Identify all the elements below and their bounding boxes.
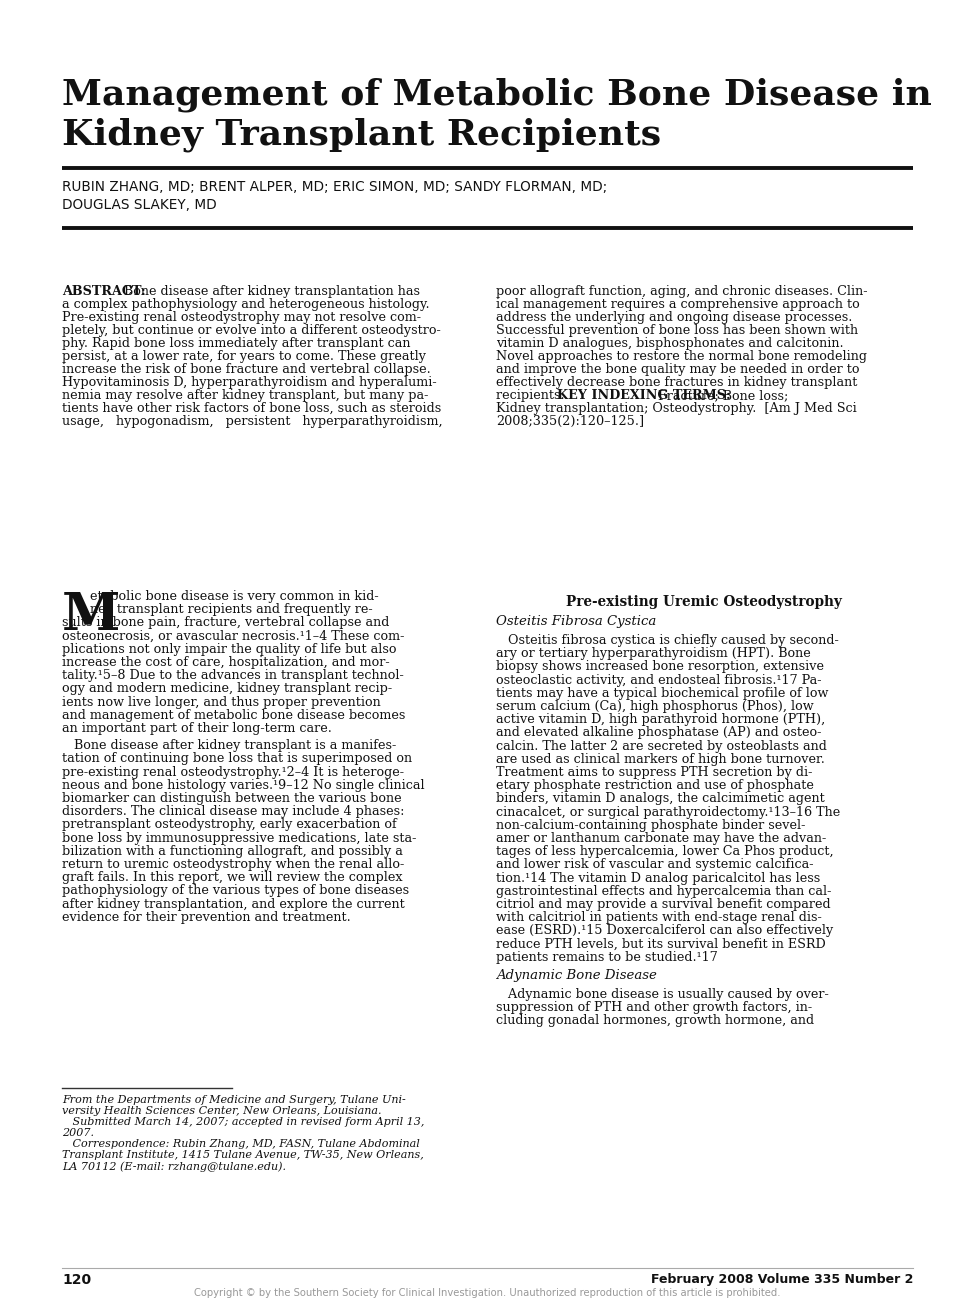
Text: citriol and may provide a survival benefit compared: citriol and may provide a survival benef… xyxy=(496,898,831,911)
Text: etary phosphate restriction and use of phosphate: etary phosphate restriction and use of p… xyxy=(496,779,814,792)
Text: pletely, but continue or evolve into a different osteodystro-: pletely, but continue or evolve into a d… xyxy=(62,324,441,337)
Text: persist, at a lower rate, for years to come. These greatly: persist, at a lower rate, for years to c… xyxy=(62,350,426,363)
Text: pre-existing renal osteodystrophy.¹2–4 It is heteroge-: pre-existing renal osteodystrophy.¹2–4 I… xyxy=(62,766,404,779)
Text: tients may have a typical biochemical profile of low: tients may have a typical biochemical pr… xyxy=(496,686,829,699)
Text: reduce PTH levels, but its survival benefit in ESRD: reduce PTH levels, but its survival bene… xyxy=(496,937,826,950)
Text: ney transplant recipients and frequently re-: ney transplant recipients and frequently… xyxy=(90,603,372,616)
Text: Successful prevention of bone loss has been shown with: Successful prevention of bone loss has b… xyxy=(496,324,858,337)
Text: ary or tertiary hyperparathyroidism (HPT). Bone: ary or tertiary hyperparathyroidism (HPT… xyxy=(496,647,811,660)
Text: active vitamin D, high parathyroid hormone (PTH),: active vitamin D, high parathyroid hormo… xyxy=(496,714,825,726)
Text: Adynamic bone disease is usually caused by over-: Adynamic bone disease is usually caused … xyxy=(496,988,829,1001)
Text: after kidney transplantation, and explore the current: after kidney transplantation, and explor… xyxy=(62,898,405,911)
Text: recipients.: recipients. xyxy=(496,389,568,402)
Text: pathophysiology of the various types of bone diseases: pathophysiology of the various types of … xyxy=(62,885,409,898)
Text: Osteitis fibrosa cystica is chiefly caused by second-: Osteitis fibrosa cystica is chiefly caus… xyxy=(496,634,838,647)
Text: Transplant Institute, 1415 Tulane Avenue, TW-35, New Orleans,: Transplant Institute, 1415 Tulane Avenue… xyxy=(62,1150,424,1160)
Text: increase the risk of bone fracture and vertebral collapse.: increase the risk of bone fracture and v… xyxy=(62,363,431,376)
Text: cinacalcet, or surgical parathyroidectomy.¹13–16 The: cinacalcet, or surgical parathyroidectom… xyxy=(496,805,840,818)
Text: Treatment aims to suppress PTH secretion by di-: Treatment aims to suppress PTH secretion… xyxy=(496,766,812,779)
Text: effectively decrease bone fractures in kidney transplant: effectively decrease bone fractures in k… xyxy=(496,376,857,389)
Text: poor allograft function, aging, and chronic diseases. Clin-: poor allograft function, aging, and chro… xyxy=(496,284,868,298)
Text: address the underlying and ongoing disease processes.: address the underlying and ongoing disea… xyxy=(496,311,852,324)
Text: tion.¹14 The vitamin D analog paricalcitol has less: tion.¹14 The vitamin D analog paricalcit… xyxy=(496,872,820,885)
Text: ease (ESRD).¹15 Doxercalciferol can also effectively: ease (ESRD).¹15 Doxercalciferol can also… xyxy=(496,924,834,937)
Text: ogy and modern medicine, kidney transplant recip-: ogy and modern medicine, kidney transpla… xyxy=(62,683,392,696)
Text: ients now live longer, and thus proper prevention: ients now live longer, and thus proper p… xyxy=(62,696,381,709)
Text: tation of continuing bone loss that is superimposed on: tation of continuing bone loss that is s… xyxy=(62,753,412,766)
Text: graft fails. In this report, we will review the complex: graft fails. In this report, we will rev… xyxy=(62,872,403,885)
Text: calcin. The latter 2 are secreted by osteoblasts and: calcin. The latter 2 are secreted by ost… xyxy=(496,740,827,753)
Text: are used as clinical markers of high bone turnover.: are used as clinical markers of high bon… xyxy=(496,753,825,766)
Text: Copyright © by the Southern Society for Clinical Investigation. Unauthorized rep: Copyright © by the Southern Society for … xyxy=(194,1288,780,1298)
Text: Hypovitaminosis D, hyperparathyroidism and hyperalumi-: Hypovitaminosis D, hyperparathyroidism a… xyxy=(62,376,437,389)
Text: amer or lanthanum carbonate may have the advan-: amer or lanthanum carbonate may have the… xyxy=(496,833,826,846)
Text: bone loss by immunosuppressive medications, late sta-: bone loss by immunosuppressive medicatio… xyxy=(62,831,416,844)
Text: usage,   hypogonadism,   persistent   hyperparathyroidism,: usage, hypogonadism, persistent hyperpar… xyxy=(62,415,443,428)
Text: Kidney Transplant Recipients: Kidney Transplant Recipients xyxy=(62,117,661,153)
Text: gastrointestinal effects and hypercalcemia than cal-: gastrointestinal effects and hypercalcem… xyxy=(496,885,832,898)
Text: Submitted March 14, 2007; accepted in revised form April 13,: Submitted March 14, 2007; accepted in re… xyxy=(62,1117,424,1128)
Text: 2008;335(2):120–125.]: 2008;335(2):120–125.] xyxy=(496,415,644,428)
Text: Bone disease after kidney transplant is a manifes-: Bone disease after kidney transplant is … xyxy=(62,739,396,752)
Text: Correspondence: Rubin Zhang, MD, FASN, Tulane Abdominal: Correspondence: Rubin Zhang, MD, FASN, T… xyxy=(62,1139,420,1148)
Text: tality.¹5–8 Due to the advances in transplant technol-: tality.¹5–8 Due to the advances in trans… xyxy=(62,669,404,683)
Text: biomarker can distinguish between the various bone: biomarker can distinguish between the va… xyxy=(62,792,402,805)
Text: a complex pathophysiology and heterogeneous histology.: a complex pathophysiology and heterogene… xyxy=(62,298,430,311)
Text: phy. Rapid bone loss immediately after transplant can: phy. Rapid bone loss immediately after t… xyxy=(62,337,410,350)
Text: Pre-existing Uremic Osteodystrophy: Pre-existing Uremic Osteodystrophy xyxy=(566,595,842,609)
Text: vitamin D analogues, bisphosphonates and calcitonin.: vitamin D analogues, bisphosphonates and… xyxy=(496,337,843,350)
Text: suppression of PTH and other growth factors, in-: suppression of PTH and other growth fact… xyxy=(496,1001,812,1014)
Text: binders, vitamin D analogs, the calcimimetic agent: binders, vitamin D analogs, the calcimim… xyxy=(496,792,825,805)
Text: versity Health Sciences Center, New Orleans, Louisiana.: versity Health Sciences Center, New Orle… xyxy=(62,1107,381,1116)
Text: patients remains to be studied.¹17: patients remains to be studied.¹17 xyxy=(496,951,718,964)
Text: bilization with a functioning allograft, and possibly a: bilization with a functioning allograft,… xyxy=(62,844,403,857)
Text: plications not only impair the quality of life but also: plications not only impair the quality o… xyxy=(62,643,397,656)
Text: Kidney transplantation; Osteodystrophy.  [Am J Med Sci: Kidney transplantation; Osteodystrophy. … xyxy=(496,402,857,415)
Text: Novel approaches to restore the normal bone remodeling: Novel approaches to restore the normal b… xyxy=(496,350,867,363)
Text: ABSTRACT:: ABSTRACT: xyxy=(62,284,145,298)
Text: etabolic bone disease is very common in kid-: etabolic bone disease is very common in … xyxy=(90,590,378,603)
Text: non-calcium-containing phosphate binder sevel-: non-calcium-containing phosphate binder … xyxy=(496,818,805,831)
Text: osteoclastic activity, and endosteal fibrosis.¹17 Pa-: osteoclastic activity, and endosteal fib… xyxy=(496,673,822,686)
Text: neous and bone histology varies.¹9–12 No single clinical: neous and bone histology varies.¹9–12 No… xyxy=(62,779,425,792)
Text: From the Departments of Medicine and Surgery, Tulane Uni-: From the Departments of Medicine and Sur… xyxy=(62,1095,406,1105)
Text: February 2008 Volume 335 Number 2: February 2008 Volume 335 Number 2 xyxy=(650,1272,913,1285)
Text: cluding gonadal hormones, growth hormone, and: cluding gonadal hormones, growth hormone… xyxy=(496,1014,814,1027)
Text: 120: 120 xyxy=(62,1272,91,1287)
Text: LA 70112 (E-mail: rzhang@tulane.edu).: LA 70112 (E-mail: rzhang@tulane.edu). xyxy=(62,1161,286,1172)
Text: osteonecrosis, or avascular necrosis.¹1–4 These com-: osteonecrosis, or avascular necrosis.¹1–… xyxy=(62,629,405,642)
Text: disorders. The clinical disease may include 4 phases:: disorders. The clinical disease may incl… xyxy=(62,805,405,818)
Text: and improve the bone quality may be needed in order to: and improve the bone quality may be need… xyxy=(496,363,860,376)
Text: and management of metabolic bone disease becomes: and management of metabolic bone disease… xyxy=(62,709,406,722)
Text: with calcitriol in patients with end-stage renal dis-: with calcitriol in patients with end-sta… xyxy=(496,911,822,924)
Text: Fracture; Bone loss;: Fracture; Bone loss; xyxy=(654,389,789,402)
Text: Management of Metabolic Bone Disease in: Management of Metabolic Bone Disease in xyxy=(62,78,932,112)
Text: Bone disease after kidney transplantation has: Bone disease after kidney transplantatio… xyxy=(120,284,420,298)
Text: serum calcium (Ca), high phosphorus (Phos), low: serum calcium (Ca), high phosphorus (Pho… xyxy=(496,699,813,713)
Text: KEY INDEXING TERMS:: KEY INDEXING TERMS: xyxy=(557,389,731,402)
Text: 2007.: 2007. xyxy=(62,1128,94,1138)
Text: Adynamic Bone Disease: Adynamic Bone Disease xyxy=(496,970,657,981)
Text: evidence for their prevention and treatment.: evidence for their prevention and treatm… xyxy=(62,911,351,924)
Text: biopsy shows increased bone resorption, extensive: biopsy shows increased bone resorption, … xyxy=(496,660,824,673)
Text: and elevated alkaline phosphatase (AP) and osteo-: and elevated alkaline phosphatase (AP) a… xyxy=(496,727,821,740)
Text: an important part of their long-term care.: an important part of their long-term car… xyxy=(62,722,332,735)
Text: return to uremic osteodystrophy when the renal allo-: return to uremic osteodystrophy when the… xyxy=(62,857,405,870)
Text: RUBIN ZHANG, MD; BRENT ALPER, MD; ERIC SIMON, MD; SANDY FLORMAN, MD;: RUBIN ZHANG, MD; BRENT ALPER, MD; ERIC S… xyxy=(62,180,607,194)
Text: Osteitis Fibrosa Cystica: Osteitis Fibrosa Cystica xyxy=(496,615,656,628)
Text: ical management requires a comprehensive approach to: ical management requires a comprehensive… xyxy=(496,298,860,311)
Text: pretransplant osteodystrophy, early exacerbation of: pretransplant osteodystrophy, early exac… xyxy=(62,818,397,831)
Text: tients have other risk factors of bone loss, such as steroids: tients have other risk factors of bone l… xyxy=(62,402,442,415)
Text: increase the cost of care, hospitalization, and mor-: increase the cost of care, hospitalizati… xyxy=(62,656,390,669)
Text: sults in bone pain, fracture, vertebral collapse and: sults in bone pain, fracture, vertebral … xyxy=(62,616,389,629)
Text: and lower risk of vascular and systemic calcifica-: and lower risk of vascular and systemic … xyxy=(496,859,813,872)
Text: Pre-existing renal osteodystrophy may not resolve com-: Pre-existing renal osteodystrophy may no… xyxy=(62,311,421,324)
Text: nemia may resolve after kidney transplant, but many pa-: nemia may resolve after kidney transplan… xyxy=(62,389,428,402)
Text: tages of less hypercalcemia, lower Ca Phos product,: tages of less hypercalcemia, lower Ca Ph… xyxy=(496,846,834,859)
Text: M: M xyxy=(62,590,121,641)
Text: DOUGLAS SLAKEY, MD: DOUGLAS SLAKEY, MD xyxy=(62,198,216,211)
